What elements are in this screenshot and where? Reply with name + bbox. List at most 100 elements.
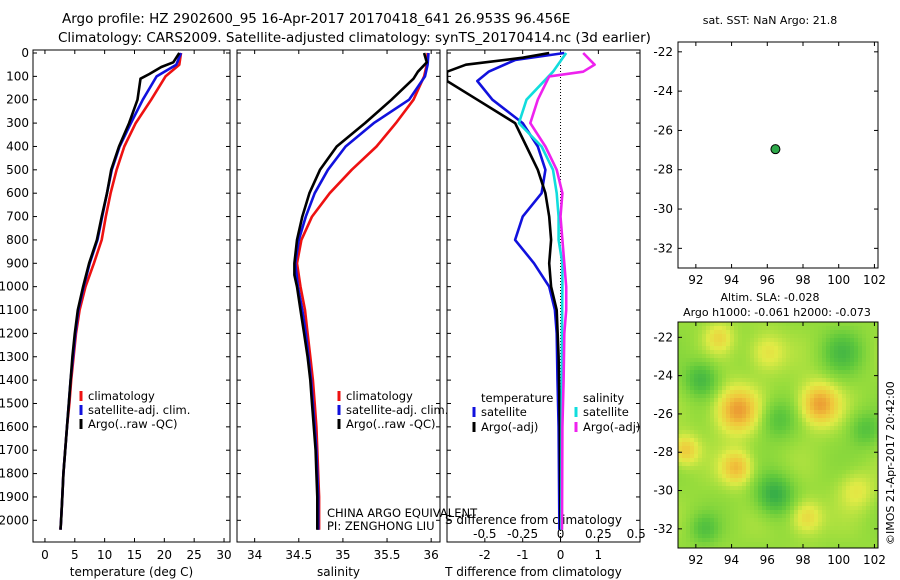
heatmap-cell	[802, 330, 807, 335]
heatmap-cell	[802, 466, 807, 471]
heatmap-cell	[862, 322, 867, 327]
heatmap-cell	[702, 434, 707, 439]
heatmap-cell	[718, 478, 723, 483]
heatmap-cell	[706, 486, 711, 491]
heatmap-cell	[698, 342, 703, 347]
heatmap-cell	[794, 470, 799, 475]
heatmap-cell	[722, 330, 727, 335]
heatmap-cell	[830, 466, 835, 471]
heatmap-cell	[694, 406, 699, 411]
heatmap-cell	[854, 334, 859, 339]
temperature-xtick-label: 20	[157, 548, 172, 562]
heatmap-cell	[710, 382, 715, 387]
heatmap-cell	[706, 526, 711, 531]
heatmap-cell	[678, 478, 683, 483]
heatmap-cell	[678, 370, 683, 375]
heatmap-cell	[682, 334, 687, 339]
heatmap-cell	[806, 530, 811, 535]
heatmap-cell	[718, 350, 723, 355]
heatmap-cell	[678, 526, 683, 531]
heatmap-cell	[730, 422, 735, 427]
heatmap-cell	[802, 382, 807, 387]
heatmap-cell	[766, 434, 771, 439]
heatmap-cell	[866, 346, 871, 351]
heatmap-cell	[774, 386, 779, 391]
heatmap-cell	[726, 338, 731, 343]
heatmap-cell	[838, 358, 843, 363]
heatmap-cell	[746, 442, 751, 447]
heatmap-cell	[866, 534, 871, 539]
heatmap-cell	[826, 350, 831, 355]
heatmap-cell	[686, 406, 691, 411]
heatmap-cell	[718, 414, 723, 419]
heatmap-cell	[794, 378, 799, 383]
heatmap-cell	[766, 438, 771, 443]
heatmap-cell	[802, 478, 807, 483]
heatmap-cell	[830, 374, 835, 379]
heatmap-cell	[850, 382, 855, 387]
heatmap-cell	[710, 530, 715, 535]
heatmap-cell	[778, 370, 783, 375]
heatmap-cell	[866, 490, 871, 495]
heatmap-cell	[866, 502, 871, 507]
heatmap-cell	[738, 410, 743, 415]
heatmap-cell	[770, 450, 775, 455]
heatmap-cell	[834, 334, 839, 339]
heatmap-cell	[866, 338, 871, 343]
heatmap-cell	[806, 406, 811, 411]
heatmap-cell	[798, 382, 803, 387]
heatmap-cell	[690, 462, 695, 467]
heatmap-cell	[862, 402, 867, 407]
heatmap-cell	[754, 366, 759, 371]
heatmap-cell	[822, 322, 827, 327]
heatmap-cell	[814, 326, 819, 331]
heatmap-cell	[862, 450, 867, 455]
heatmap-cell	[722, 394, 727, 399]
heatmap-cell	[786, 534, 791, 539]
heatmap-cell	[710, 450, 715, 455]
heatmap-cell	[802, 402, 807, 407]
heatmap-cell	[710, 414, 715, 419]
heatmap-cell	[758, 422, 763, 427]
heatmap-cell	[718, 470, 723, 475]
heatmap-cell	[742, 362, 747, 367]
heatmap-cell	[830, 358, 835, 363]
heatmap-cell	[690, 426, 695, 431]
heatmap-cell	[786, 538, 791, 543]
heatmap-cell	[762, 342, 767, 347]
heatmap-cell	[734, 522, 739, 527]
heatmap-cell	[822, 538, 827, 543]
heatmap-cell	[754, 430, 759, 435]
heatmap-cell	[850, 422, 855, 427]
heatmap-cell	[710, 462, 715, 467]
heatmap-cell	[870, 478, 875, 483]
heatmap-cell	[822, 518, 827, 523]
heatmap-cell	[754, 502, 759, 507]
heatmap-cell	[766, 374, 771, 379]
heatmap-cell	[782, 390, 787, 395]
heatmap-cell	[714, 470, 719, 475]
heatmap-cell	[802, 370, 807, 375]
heatmap-cell	[782, 514, 787, 519]
heatmap-cell	[690, 506, 695, 511]
heatmap-cell	[694, 530, 699, 535]
heatmap-cell	[858, 402, 863, 407]
heatmap-cell	[790, 346, 795, 351]
heatmap-cell	[850, 478, 855, 483]
heatmap-cell	[734, 390, 739, 395]
heatmap-cell	[706, 398, 711, 403]
heatmap-cell	[842, 394, 847, 399]
heatmap-cell	[850, 430, 855, 435]
heatmap-cell	[722, 402, 727, 407]
heatmap-cell	[678, 474, 683, 479]
heatmap-cell	[822, 338, 827, 343]
heatmap-cell	[686, 462, 691, 467]
heatmap-cell	[766, 406, 771, 411]
heatmap-cell	[694, 534, 699, 539]
heatmap-cell	[810, 542, 815, 547]
heatmap-cell	[734, 418, 739, 423]
heatmap-cell	[870, 442, 875, 447]
heatmap-cell	[730, 434, 735, 439]
heatmap-cell	[678, 334, 683, 339]
heatmap-cell	[730, 362, 735, 367]
